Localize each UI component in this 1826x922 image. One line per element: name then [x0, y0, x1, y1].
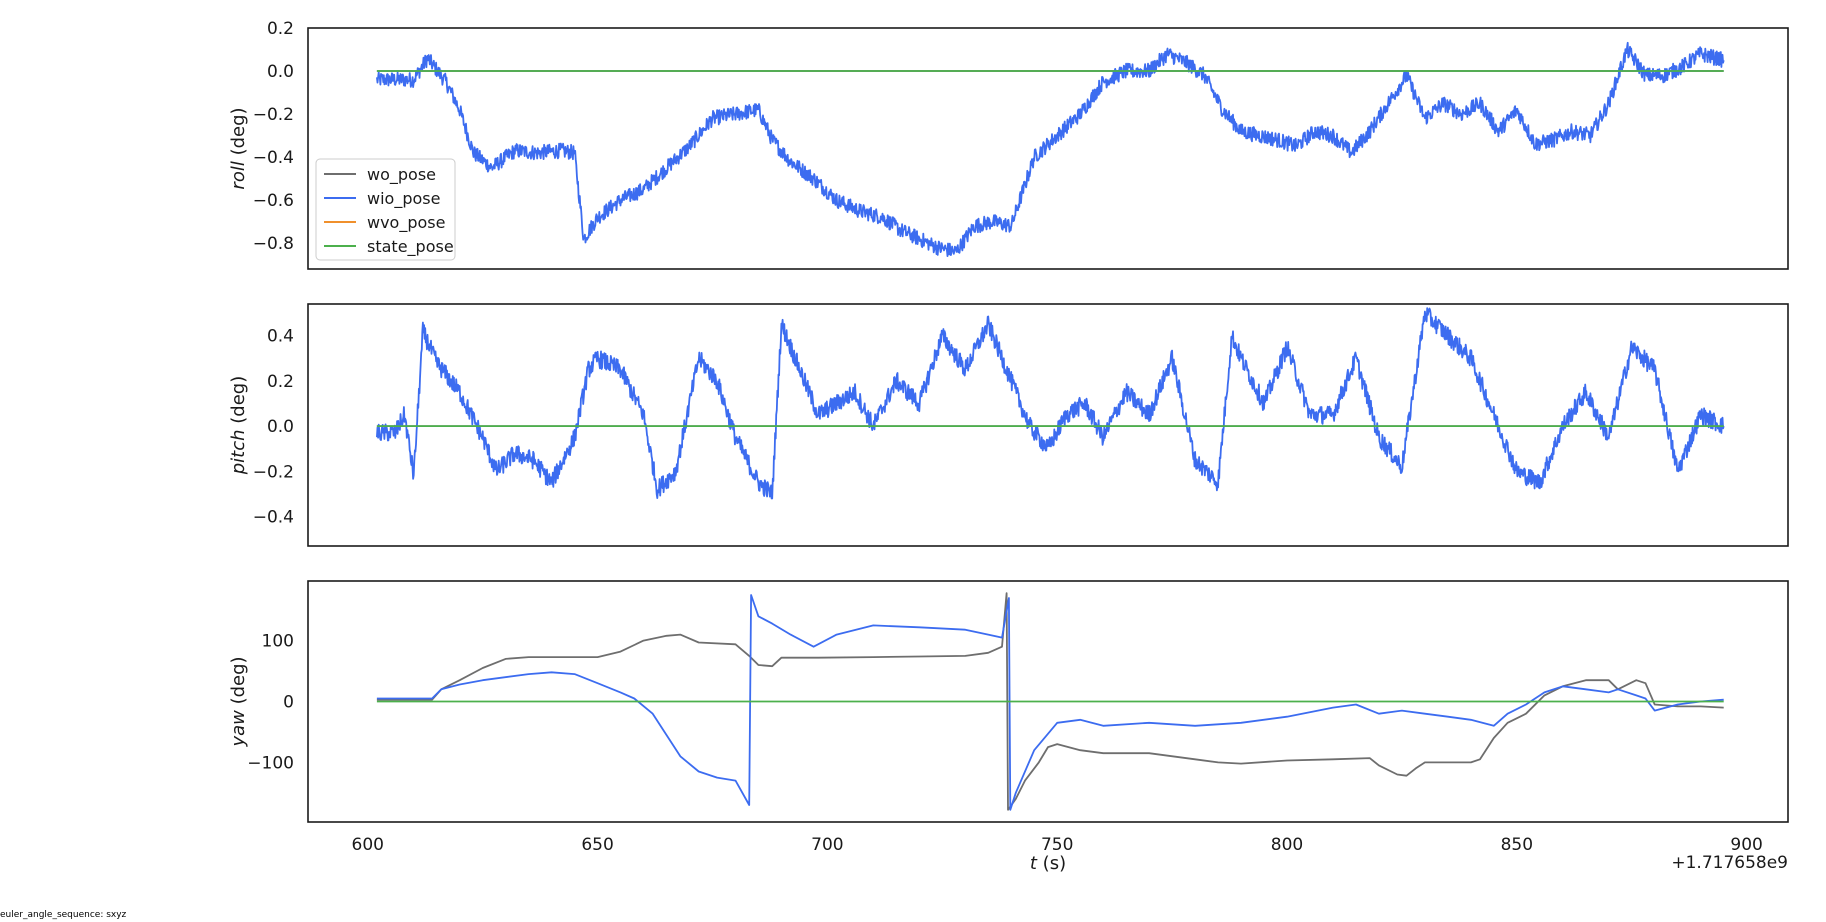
y-axis-var: roll	[228, 161, 249, 189]
legend-label-wo_pose: wo_pose	[367, 165, 436, 185]
series-line-wio_pose	[376, 41, 1725, 257]
y-axis-unit: (deg)	[228, 107, 249, 161]
y-tick-label: 100	[262, 632, 294, 652]
y-tick-label: −0.4	[253, 148, 294, 168]
series-line-wio_pose	[376, 307, 1725, 500]
legend-box	[315, 158, 456, 261]
subplot-yaw: 100 0 −100 yaw (deg)	[228, 580, 1789, 823]
plot-frame	[307, 303, 1789, 547]
y-tick-label: 0.2	[267, 19, 294, 39]
series-line-wo_pose	[376, 592, 1724, 811]
x-tick-label: 600	[352, 835, 384, 855]
y-tick-label: −0.8	[253, 234, 294, 254]
y-axis-label: pitch (deg)	[228, 376, 249, 476]
y-tick-label: 0	[283, 693, 294, 713]
subplot-pitch: 0.4 0.2 0.0 −0.2 −0.4 pitch (deg)	[228, 303, 1789, 547]
y-axis-label: roll (deg)	[228, 107, 249, 189]
x-tick-label: 900	[1730, 835, 1762, 855]
x-tick-label: 750	[1041, 835, 1073, 855]
y-tick-label: −0.2	[253, 462, 294, 482]
y-tick-label: 0.2	[267, 372, 294, 392]
x-tick-label: 800	[1271, 835, 1303, 855]
x-axis-var: t	[1030, 853, 1038, 874]
x-axis-unit: (s)	[1037, 853, 1066, 874]
plot-frame	[307, 580, 1789, 823]
y-axis-var: yaw	[228, 710, 249, 748]
x-offset-label: +1.717658e9	[1671, 853, 1788, 873]
y-axis-unit: (deg)	[228, 376, 249, 430]
plot-frame	[307, 27, 1789, 270]
y-tick-label: −0.6	[253, 191, 294, 211]
y-tick-label: −0.4	[253, 508, 294, 528]
x-tick-label: 850	[1501, 835, 1533, 855]
series-line-wio_pose	[376, 594, 1724, 811]
x-tick-label: 650	[581, 835, 613, 855]
legend: wo_pose wio_pose wvo_pose state_pose	[315, 158, 456, 261]
euler-sequence-note: euler_angle_sequence: sxyz	[0, 910, 127, 920]
y-tick-label: 0.0	[267, 62, 294, 82]
y-tick-label: −100	[247, 753, 294, 773]
legend-label-wio_pose: wio_pose	[367, 189, 440, 209]
x-tick-label: 700	[811, 835, 843, 855]
y-axis-var: pitch	[228, 429, 249, 475]
legend-label-wvo_pose: wvo_pose	[367, 213, 445, 233]
y-axis-unit: (deg)	[228, 656, 249, 710]
subplot-roll: 0.2 0.0 −0.2 −0.4 −0.6 −0.8 roll (deg)	[228, 19, 1789, 270]
y-tick-label: −0.2	[253, 105, 294, 125]
x-axis-label: t (s)	[1030, 853, 1066, 874]
y-tick-label: 0.4	[267, 327, 294, 347]
legend-label-state_pose: state_pose	[367, 237, 454, 257]
y-tick-label: 0.0	[267, 417, 294, 437]
y-axis-label: yaw (deg)	[228, 656, 249, 747]
